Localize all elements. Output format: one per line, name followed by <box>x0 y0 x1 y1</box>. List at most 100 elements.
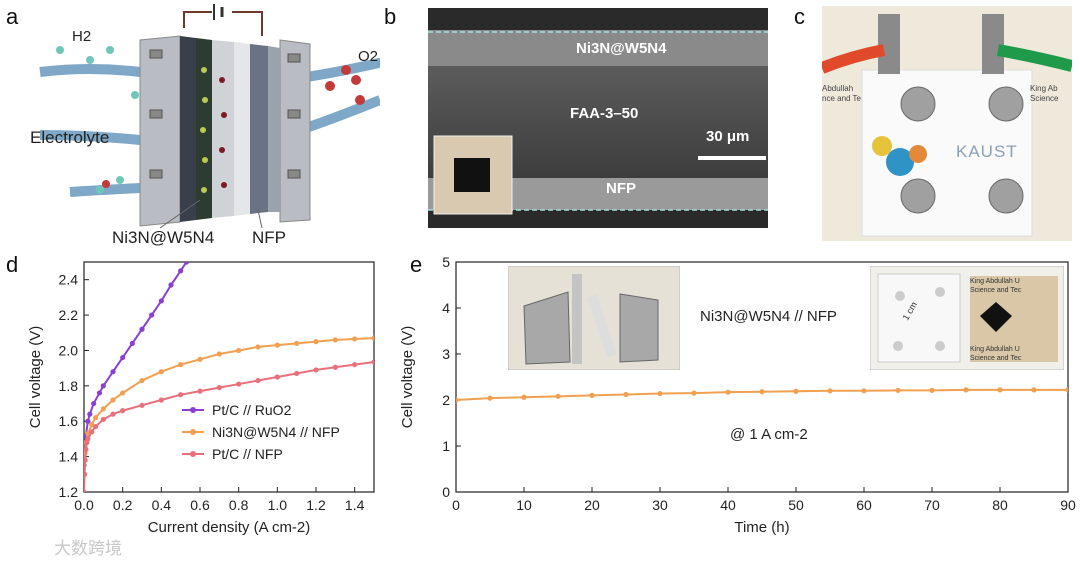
data-point-d-2-7 <box>93 423 99 430</box>
data-point-d-1-15 <box>255 344 261 350</box>
data-point-d-0-11 <box>139 326 145 332</box>
y-tick-label-d-3: 1.8 <box>59 378 79 394</box>
data-point-e-0-6 <box>657 390 663 397</box>
data-point-d-2-19 <box>294 370 300 377</box>
x-tick-label-e-3: 30 <box>652 497 668 513</box>
panel-b: b Ni3N@W5N4 FAA-3–50 30 μm NFP <box>380 0 780 240</box>
data-point-d-1-17 <box>294 340 300 346</box>
y-tick-label-d-5: 2.2 <box>59 307 79 323</box>
x-tick-label-e-5: 50 <box>788 497 804 513</box>
polarization-chart: 0.0 0.2 0.4 0.6 0.8 1.0 1.2 1.4 1.2 1.4 1.6 1.8 2.0 2… <box>27 261 375 536</box>
panel-e-label: e <box>410 252 423 277</box>
x-tick-label-e-9: 90 <box>1060 497 1076 513</box>
y-tick-label-d-6: 2.4 <box>59 272 79 288</box>
data-point-d-2-10 <box>120 408 126 414</box>
x-tick-label-e-2: 20 <box>584 497 600 513</box>
data-point-d-1-11 <box>178 362 184 368</box>
legend-label-d-1: Ni3N@W5N4 // NFP <box>212 424 340 440</box>
data-point-d-1-16 <box>274 342 280 348</box>
x-tick-label-d-0: 0.0 <box>74 497 94 513</box>
data-point-e-0-18 <box>1065 387 1068 393</box>
plot-frame-d <box>83 261 375 493</box>
data-point-d-1-21 <box>371 335 374 341</box>
legend-marker-d-1 <box>190 429 196 435</box>
data-point-d-1-5 <box>93 415 99 421</box>
data-point-d-0-8 <box>110 369 116 375</box>
x-tick-label-e-1: 10 <box>516 497 532 513</box>
electrolyte-label: Electrolyte <box>30 128 110 147</box>
data-point-d-1-9 <box>139 377 145 384</box>
data-point-d-1-4 <box>89 422 95 428</box>
panel-a: a <box>0 0 380 260</box>
panel-b-label: b <box>384 4 397 29</box>
y-tick-label-e-0: 0 <box>442 484 450 500</box>
inset-sign-1: King Abdullah U <box>970 278 1020 285</box>
data-point-d-1-10 <box>158 369 164 375</box>
legend-label-d-2: Pt/C // NFP <box>212 446 283 462</box>
data-point-e-0-4 <box>589 392 595 398</box>
y-tick-label-e-1: 1 <box>442 438 450 454</box>
data-point-e-0-7 <box>691 390 697 396</box>
inset-sign-3: King Abdullah U <box>970 346 1020 353</box>
x-tick-label-d-2: 0.4 <box>152 497 172 513</box>
y-tick-label-d-1: 1.4 <box>59 449 79 465</box>
data-point-e-0-1 <box>487 395 493 401</box>
left-sign-text: Abdullah <box>822 84 854 93</box>
inset-sign-4: Science and Tec <box>970 355 1022 362</box>
data-point-e-0-12 <box>861 388 867 394</box>
device-photo <box>822 6 1072 241</box>
data-point-d-0-4 <box>87 411 93 417</box>
y-axis-label-e: Cell voltage (V) <box>400 326 416 429</box>
y-tick-label-e-3: 3 <box>442 346 450 362</box>
x-tick-label-d-5: 1.0 <box>268 497 288 513</box>
x-tick-label-d-7: 1.4 <box>345 497 365 513</box>
series-label: Ni3N@W5N4 // NFP <box>700 308 837 325</box>
data-point-d-2-23 <box>371 359 374 365</box>
y-tick-label-e-4: 4 <box>442 300 450 316</box>
x-tick-label-d-4: 0.8 <box>229 497 249 513</box>
legend-label-d-0: Pt/C // RuO2 <box>212 402 292 418</box>
x-axis-label-e: Time (h) <box>734 519 789 536</box>
data-point-e-0-10 <box>793 388 799 394</box>
scale-bar-label: 30 μm <box>706 128 750 145</box>
data-point-d-2-22 <box>352 362 358 368</box>
data-point-e-0-14 <box>929 387 935 393</box>
y-axis-label-d: Cell voltage (V) <box>27 326 44 429</box>
inset-sign-2: Science and Tec <box>970 287 1022 294</box>
right-sign-text-2: Science <box>1030 94 1059 103</box>
data-point-d-2-17 <box>255 377 261 384</box>
data-point-e-0-15 <box>963 387 969 393</box>
data-point-d-2-1 <box>84 471 88 477</box>
data-point-e-0-8 <box>725 389 731 395</box>
x-axis-label-d: Current density (A cm-2) <box>148 519 311 536</box>
data-point-d-1-13 <box>216 351 222 357</box>
series-line-d-0 <box>84 262 188 466</box>
x-tick-label-e-7: 70 <box>924 497 940 513</box>
data-point-d-0-7 <box>100 383 106 389</box>
data-point-e-0-16 <box>997 387 1003 393</box>
legend-marker-d-2 <box>190 451 196 457</box>
data-point-e-0-3 <box>555 393 561 399</box>
data-point-e-0-9 <box>759 389 765 395</box>
y-tick-label-e-2: 2 <box>442 392 450 408</box>
current-annotation: @ 1 A cm-2 <box>730 426 808 443</box>
data-point-d-2-15 <box>216 385 222 391</box>
data-point-d-1-18 <box>313 339 319 345</box>
data-point-d-2-21 <box>332 364 338 370</box>
panel-c: c KAUST Abdullah nce and Te King Ab Scie… <box>790 0 1080 245</box>
data-point-d-2-9 <box>110 411 116 417</box>
inset-photo-left <box>508 266 680 370</box>
data-point-d-2-20 <box>313 367 319 373</box>
o2-label: O2 <box>358 48 379 65</box>
data-point-d-2-13 <box>178 392 184 398</box>
stability-chart: 0 10 20 30 40 50 60 70 80 90 0 1 2 3 4 5 Time (h) Cell vo… <box>400 254 1076 536</box>
y-tick-label-d-0: 1.2 <box>59 484 79 500</box>
data-point-d-2-5 <box>85 436 91 442</box>
data-point-d-2-12 <box>158 397 164 403</box>
data-point-e-0-17 <box>1031 387 1037 393</box>
x-tick-label-d-1: 0.2 <box>113 497 133 513</box>
x-tick-label-d-3: 0.6 <box>190 497 210 513</box>
legend-marker-d-0 <box>190 407 196 413</box>
data-point-d-1-7 <box>110 397 116 403</box>
panel-e: e 0 10 20 30 40 50 60 70 80 90 0 1 2 3 4 5 Time (h) Cell … <box>400 250 1080 563</box>
